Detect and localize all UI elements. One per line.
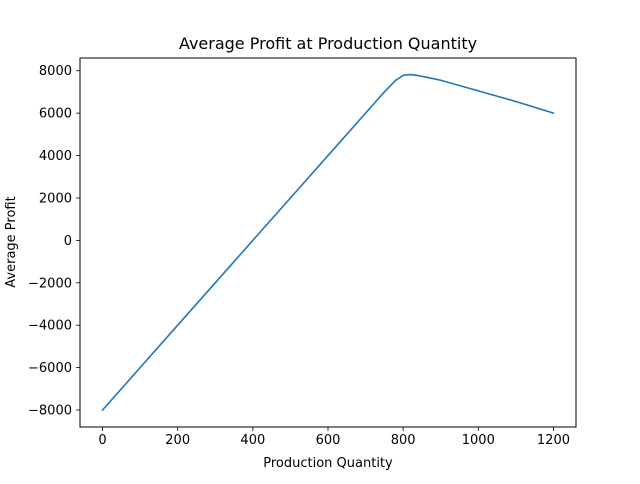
x-tick-label: 1200 [537, 433, 570, 448]
data-point [417, 74, 419, 77]
data-point [289, 197, 292, 199]
plot-frame [79, 57, 577, 428]
x-tick-label: 200 [165, 433, 190, 448]
y-tick-label: −2000 [28, 276, 72, 291]
y-tick-label: −4000 [28, 319, 72, 334]
data-point [394, 79, 397, 82]
x-axis-label: Production Quantity [263, 456, 393, 471]
y-tick-label: −8000 [28, 404, 72, 419]
x-tick-label: 600 [316, 433, 341, 448]
y-axis-label: Average Profit [4, 196, 19, 287]
data-point [383, 91, 386, 93]
data-point [364, 112, 367, 114]
y-tick-label: 6000 [39, 107, 72, 122]
data-point [552, 112, 555, 114]
y-tick-label: 8000 [39, 64, 72, 79]
x-tick-label: 400 [240, 433, 265, 448]
chart-title: Average Profit at Production Quantity [179, 34, 477, 53]
x-tick-label: 0 [98, 433, 106, 448]
data-point [477, 90, 480, 92]
x-tick-label: 1000 [462, 433, 495, 448]
y-tick-label: −6000 [28, 361, 72, 376]
data-point [515, 100, 517, 103]
y-tick-label: 2000 [39, 191, 72, 206]
data-point [139, 366, 141, 369]
data-point [101, 409, 104, 411]
x-tick-label: 800 [391, 433, 416, 448]
plot-area: 0 200 400 600 800 1000 1200 −8000 −6000 −4000 −200… [28, 64, 570, 448]
y-tick-label: 4000 [39, 149, 72, 164]
data-point [409, 73, 412, 76]
data-point [327, 154, 329, 157]
data-point [214, 281, 217, 284]
data-point [402, 74, 404, 77]
y-tick-label: 0 [64, 234, 72, 249]
data-point [439, 79, 442, 82]
data-point [252, 239, 254, 242]
data-point [176, 324, 179, 327]
data-point [424, 76, 427, 78]
series-line [101, 73, 555, 411]
